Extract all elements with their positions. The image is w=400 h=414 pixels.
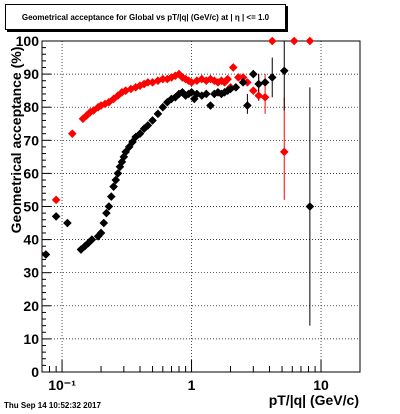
y-tick-label: 30 (23, 265, 39, 281)
y-axis-label: Geometrical acceptance (%) (8, 47, 24, 234)
data-point-black (181, 91, 190, 100)
y-tick-label: 40 (23, 232, 39, 248)
y-tick-label: 20 (23, 298, 39, 314)
y-tick-label: 50 (23, 199, 39, 215)
chart-title: Geometrical acceptance for Global vs pT/… (21, 12, 270, 22)
data-point-red (68, 129, 77, 138)
y-tick-label: 0 (31, 364, 39, 380)
y-tick-label: 80 (23, 99, 39, 115)
data-point-red (220, 78, 229, 87)
data-point-red (181, 74, 190, 84)
y-tick-label: 90 (23, 66, 39, 82)
data-point-black (260, 78, 270, 87)
data-point-black (174, 89, 184, 99)
data-point-black (206, 101, 215, 110)
data-point-red (279, 147, 289, 157)
data-point-black (148, 116, 157, 125)
data-point-black (249, 69, 258, 79)
data-point-black (238, 78, 248, 87)
data-point-black (226, 84, 235, 94)
data-point-black (96, 228, 106, 238)
data-point-black (223, 86, 232, 95)
data-point-black (187, 88, 196, 97)
data-point-black (143, 121, 153, 130)
data-point-black (213, 88, 223, 97)
data-point-black (153, 109, 163, 119)
data-point-black (135, 129, 145, 138)
y-tick-label: 70 (23, 132, 39, 148)
y-tick-label: 10 (23, 331, 39, 347)
data-point-black (41, 250, 51, 259)
data-point-black (279, 66, 289, 76)
axis-ticks (41, 40, 361, 373)
data-point-black (267, 73, 277, 82)
data-point-black (102, 208, 111, 218)
data-point-red (210, 76, 219, 86)
y-tick-label: 60 (23, 165, 39, 181)
data-point-red (254, 91, 263, 100)
data-points (41, 36, 315, 259)
data-point-black (124, 142, 134, 152)
data-point-red (260, 92, 270, 102)
data-point-black (87, 235, 97, 244)
data-point-black (63, 218, 72, 228)
data-point-red (51, 195, 61, 205)
data-point-red (143, 78, 153, 87)
data-point-red (187, 78, 196, 87)
data-point-red (228, 63, 238, 72)
data-point-red (197, 74, 207, 84)
data-point-black (104, 202, 114, 211)
data-point-black (158, 102, 168, 112)
data-point-black (231, 83, 241, 92)
data-point-black (51, 212, 61, 221)
data-point-black (119, 152, 129, 162)
x-tick-label: 10 (313, 377, 329, 393)
chart-title-box: Geometrical acceptance for Global vs pT/… (5, 4, 286, 30)
tick-labels: 0 10 20 30 40 50 60 70 80 90 100 10⁻¹ 1 10 (16, 33, 329, 393)
data-point-black (99, 218, 109, 228)
data-point-red (238, 73, 248, 82)
data-point-red (305, 36, 315, 46)
data-point-black (201, 89, 211, 99)
data-point-red (217, 76, 226, 86)
data-point-black (210, 89, 219, 99)
x-axis-label: pT/|q| (GeV/c) (269, 392, 359, 408)
data-point-red (249, 86, 258, 95)
data-point-red (158, 74, 168, 84)
data-point-red (223, 74, 232, 84)
data-point-black (109, 182, 118, 191)
x-tick-label: 1 (188, 377, 196, 393)
data-point-black (254, 79, 263, 89)
grid-lines (42, 41, 360, 372)
data-point-red (267, 36, 277, 46)
data-point-black (111, 175, 121, 185)
data-point-red (213, 78, 223, 87)
data-point-red (126, 84, 136, 94)
data-point-red (243, 78, 252, 87)
data-point-black (305, 202, 315, 211)
data-point-red (289, 36, 299, 46)
data-point-black (243, 101, 252, 110)
x-tick-label: 10⁻¹ (48, 377, 76, 393)
data-point-black (220, 88, 229, 97)
data-point-red (234, 73, 243, 82)
data-point-red (135, 81, 145, 90)
data-point-red (174, 69, 184, 79)
y-tick-label: 100 (16, 33, 40, 49)
footer-timestamp: Thu Sep 14 10:52:32 2017 (4, 401, 101, 410)
data-point-black (128, 137, 137, 147)
data-point-black (113, 169, 123, 178)
data-point-black (106, 192, 116, 201)
data-point-black (197, 91, 207, 100)
data-point-black (217, 89, 226, 99)
